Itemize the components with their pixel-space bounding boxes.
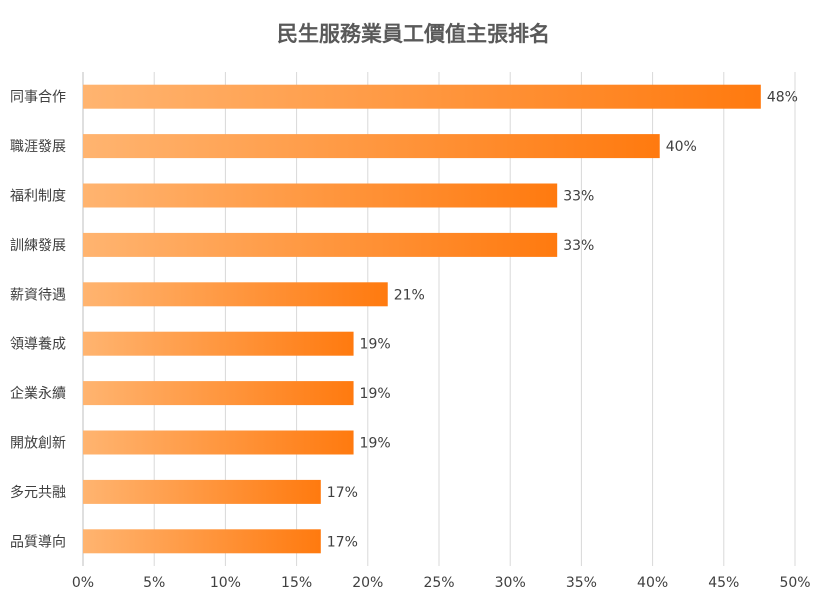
category-label: 開放創新 — [10, 436, 66, 452]
x-tick-label: 25% — [423, 575, 454, 591]
data-label: 19% — [360, 386, 391, 402]
data-label: 17% — [327, 534, 358, 550]
chart-title: 民生服務業員工價值主張排名 — [277, 22, 550, 46]
bar — [83, 381, 354, 406]
x-tick-label: 35% — [566, 575, 597, 591]
bar — [83, 232, 558, 257]
x-tick-label: 50% — [779, 575, 810, 591]
data-label: 19% — [360, 337, 391, 353]
category-label: 薪資待遇 — [10, 287, 66, 303]
x-tick-label: 20% — [352, 575, 383, 591]
x-tick-label: 15% — [281, 575, 312, 591]
bar — [83, 529, 321, 554]
data-label: 48% — [767, 90, 798, 106]
bar — [83, 282, 388, 307]
x-tick-label: 40% — [637, 575, 668, 591]
data-label: 21% — [394, 287, 425, 303]
bar — [83, 183, 558, 208]
bar — [83, 134, 660, 159]
category-label: 福利制度 — [10, 189, 66, 205]
x-tick-label: 45% — [708, 575, 739, 591]
category-label: 品質導向 — [10, 534, 66, 550]
bar — [83, 84, 761, 109]
category-label: 企業永續 — [10, 385, 66, 402]
category-label: 訓練發展 — [10, 238, 66, 254]
data-label: 33% — [563, 189, 594, 205]
bar — [83, 331, 354, 356]
x-tick-label: 30% — [495, 575, 526, 591]
bar — [83, 430, 354, 455]
bar — [83, 479, 321, 504]
category-label: 職涯發展 — [10, 139, 66, 155]
data-label: 19% — [360, 436, 391, 452]
category-label: 多元共融 — [10, 484, 66, 501]
data-label: 17% — [327, 485, 358, 501]
x-tick-label: 5% — [143, 575, 165, 591]
data-label: 33% — [563, 238, 594, 254]
data-label: 40% — [666, 139, 697, 155]
bars — [83, 84, 761, 554]
category-label: 同事合作 — [10, 90, 66, 106]
labels: 0% 5% 10% 15% 20% 25% 30% 35% 40% 45% 50% 同事合作 48% 職涯… — [10, 90, 811, 591]
category-label: 領導養成 — [10, 336, 66, 353]
x-tick-label: 10% — [210, 575, 241, 591]
x-tick-label: 0% — [72, 575, 94, 591]
